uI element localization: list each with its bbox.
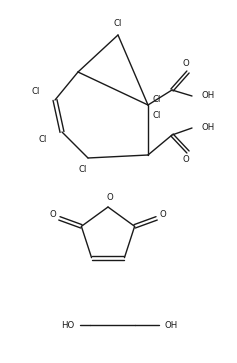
Text: OH: OH (164, 321, 178, 330)
Text: O: O (159, 210, 166, 219)
Text: OH: OH (202, 91, 215, 101)
Text: O: O (183, 155, 189, 164)
Text: Cl: Cl (153, 95, 161, 105)
Text: Cl: Cl (32, 87, 40, 97)
Text: O: O (50, 210, 57, 219)
Text: Cl: Cl (39, 135, 47, 144)
Text: OH: OH (202, 123, 215, 132)
Text: Cl: Cl (114, 19, 122, 28)
Text: O: O (183, 60, 189, 69)
Text: HO: HO (61, 321, 75, 330)
Text: O: O (107, 192, 113, 201)
Text: Cl: Cl (79, 166, 87, 175)
Text: Cl: Cl (153, 110, 161, 119)
